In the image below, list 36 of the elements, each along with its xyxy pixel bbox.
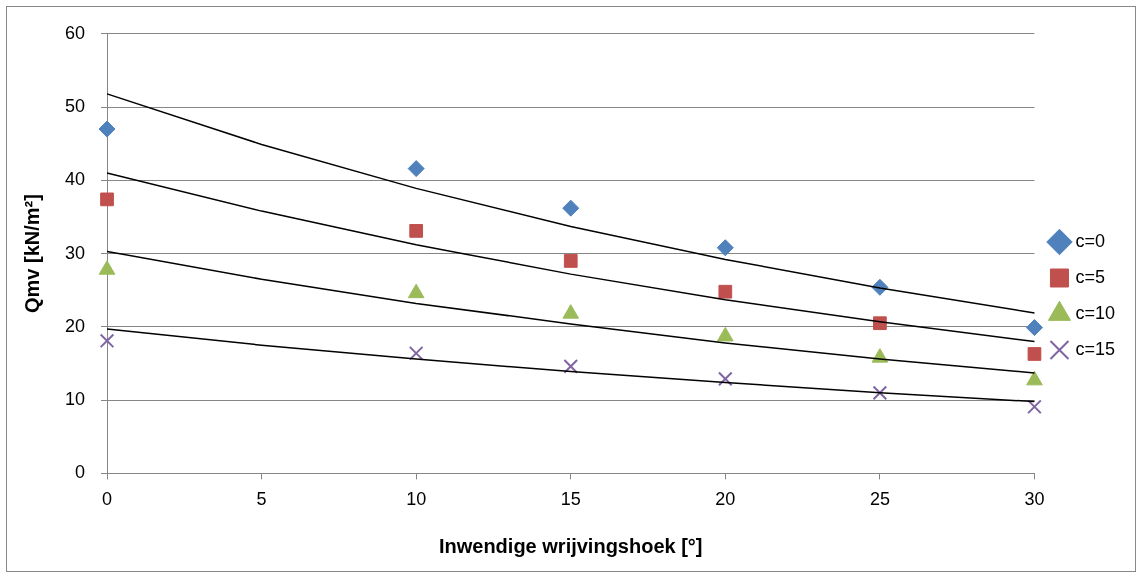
y-tick-label: 50 xyxy=(64,96,86,117)
point xyxy=(407,160,425,178)
y-tick-label: 20 xyxy=(64,315,86,336)
y-tick-label: 0 xyxy=(75,462,86,483)
x-tick-label: 10 xyxy=(406,489,427,510)
x-tick-label: 25 xyxy=(869,489,890,510)
point xyxy=(717,371,733,387)
y-tick-label: 40 xyxy=(64,169,86,190)
point xyxy=(718,284,733,299)
point xyxy=(1027,347,1042,361)
y-tick-label: 30 xyxy=(64,242,86,263)
point xyxy=(716,239,734,257)
point xyxy=(409,224,424,238)
point xyxy=(408,345,424,361)
y-tick-label: 60 xyxy=(64,22,86,43)
point xyxy=(563,254,578,268)
y-axis-title: Qmv [kN/m²] xyxy=(20,194,43,314)
x-axis-title: Inwendige wrijvingshoek [°] xyxy=(438,534,703,557)
point xyxy=(872,385,888,401)
legend-label: c=0 xyxy=(1075,230,1105,251)
point xyxy=(99,333,115,349)
point xyxy=(563,359,579,374)
point xyxy=(562,199,580,217)
point xyxy=(98,120,116,138)
x-tick-label: 5 xyxy=(256,489,267,510)
point xyxy=(1025,319,1043,337)
y-tick-label: 10 xyxy=(64,389,86,410)
x-tick-label: 20 xyxy=(715,489,736,510)
point xyxy=(100,192,114,207)
legend-label: c=10 xyxy=(1075,302,1116,323)
x-tick-label: 0 xyxy=(102,489,113,510)
point xyxy=(1027,399,1042,415)
x-tick-label: 15 xyxy=(560,489,581,510)
legend-label: c=15 xyxy=(1075,338,1116,359)
legend-label: c=5 xyxy=(1075,266,1105,287)
x-tick-label: 30 xyxy=(1024,489,1045,510)
